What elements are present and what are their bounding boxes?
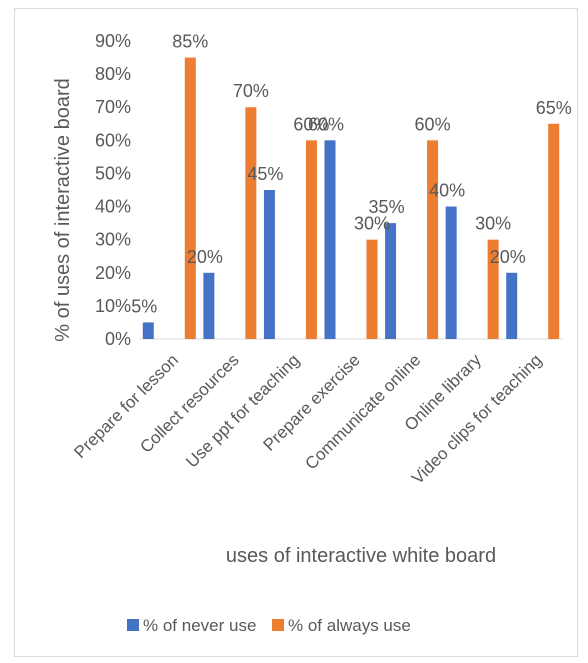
bars — [142, 57, 560, 340]
data-label: 65% — [536, 98, 572, 118]
data-label: 60% — [415, 114, 451, 134]
y-tick-label: 40% — [95, 197, 131, 217]
bar-always-use — [366, 239, 378, 339]
bar-never-use — [385, 223, 397, 339]
data-label: 60% — [308, 114, 344, 134]
y-tick-label: 70% — [95, 97, 131, 117]
y-tick-label: 30% — [95, 230, 131, 250]
chart-frame: 0% 10% 20% 30% 40% 50% 60% 70% 80% 90% 5% 85% 20% 70… — [14, 8, 578, 657]
data-label: 70% — [233, 81, 269, 101]
data-label: 35% — [369, 197, 405, 217]
y-axis-ticks: 0% 10% 20% 30% 40% 50% 60% 70% 80% 90% — [95, 31, 131, 349]
legend: % of never use % of always use — [127, 616, 411, 635]
bar-always-use — [305, 140, 317, 339]
data-label: 5% — [131, 296, 157, 316]
bar-never-use — [263, 190, 275, 339]
category-label: Use ppt for teaching — [182, 350, 303, 471]
y-tick-label: 50% — [95, 163, 131, 183]
bar-never-use — [506, 272, 518, 339]
bar-chart: 0% 10% 20% 30% 40% 50% 60% 70% 80% 90% 5% 85% 20% 70… — [52, 31, 572, 635]
legend-label: % of always use — [288, 616, 411, 635]
y-tick-label: 80% — [95, 64, 131, 84]
data-label: 20% — [187, 247, 223, 267]
bar-never-use — [324, 140, 336, 339]
bar-never-use — [445, 206, 457, 339]
data-label: 60% — [293, 114, 329, 134]
bar-always-use — [184, 57, 196, 340]
data-label: 40% — [429, 181, 465, 201]
bar-always-use — [548, 123, 560, 340]
bar-never-use — [142, 322, 154, 339]
bar-always-use — [245, 107, 257, 339]
y-tick-label: 60% — [95, 130, 131, 150]
legend-swatch — [272, 619, 284, 631]
y-tick-label: 10% — [95, 296, 131, 316]
data-label: 85% — [172, 32, 208, 52]
data-label: 20% — [490, 247, 526, 267]
x-axis-title: uses of interactive white board — [226, 545, 496, 567]
bar-always-use — [427, 140, 439, 339]
legend-label: % of never use — [143, 616, 256, 635]
bar-never-use — [203, 272, 215, 339]
category-label: Prepare for lesson — [70, 350, 182, 462]
y-tick-label: 20% — [95, 263, 131, 283]
data-labels: 5%85%20%70%45%60%60%30%35%60%40%30%20%65… — [131, 32, 571, 317]
legend-swatch — [127, 619, 139, 631]
y-tick-label: 90% — [95, 31, 131, 51]
bar-always-use — [487, 239, 499, 339]
data-label: 30% — [354, 214, 390, 234]
data-label: 45% — [247, 164, 283, 184]
y-tick-label: 0% — [105, 329, 131, 349]
category-label: Communicate online — [301, 350, 424, 473]
y-axis-title: % of uses of interactive board — [52, 78, 74, 341]
data-label: 30% — [475, 214, 511, 234]
